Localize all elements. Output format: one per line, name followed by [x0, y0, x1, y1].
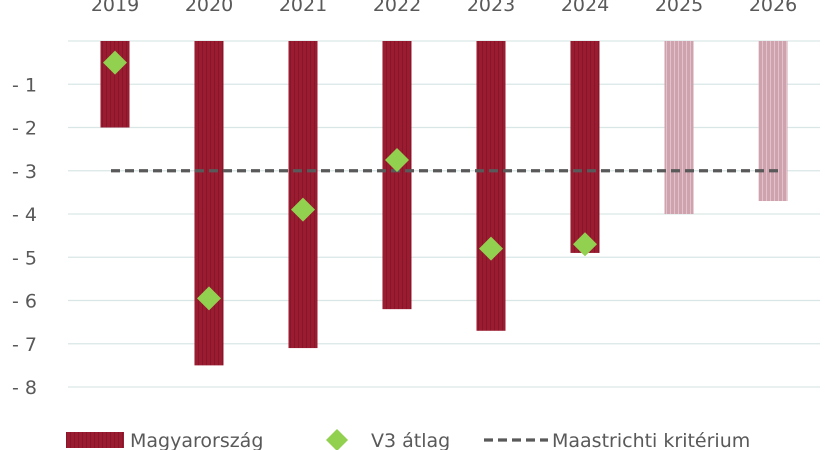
category-label: 2022 — [373, 0, 421, 16]
y-tick-label: - 1 — [12, 74, 37, 96]
y-tick-label: - 6 — [12, 291, 37, 313]
category-label: 2020 — [185, 0, 233, 16]
gridlines — [68, 40, 820, 388]
bar-2022 — [382, 41, 412, 310]
legend-label-line: Maastrichti kritérium — [552, 430, 750, 450]
legend-swatch-bar — [66, 432, 124, 448]
markers — [103, 50, 597, 311]
y-tick-label: - 4 — [12, 204, 37, 226]
category-label: 2024 — [561, 0, 609, 16]
v3-marker-2022 — [385, 147, 409, 172]
v3-marker-2023 — [479, 236, 503, 261]
category-label: 2025 — [655, 0, 703, 16]
y-tick-label: - 5 — [12, 247, 37, 269]
bar-2026 — [758, 41, 788, 202]
category-label: 2021 — [279, 0, 327, 16]
bar-2023 — [476, 41, 506, 331]
category-label: 2023 — [467, 0, 515, 16]
y-tick-label: - 3 — [12, 161, 37, 183]
v3-marker-2019 — [103, 50, 127, 75]
y-tick-label: - 7 — [12, 334, 37, 356]
bars — [100, 41, 788, 366]
v3-marker-2024 — [573, 232, 597, 257]
legend-label-bar: Magyarország — [130, 430, 263, 450]
v3-marker-2020 — [197, 286, 221, 311]
y-tick-label: - 2 — [12, 118, 37, 140]
category-labels: 2019 2020 2021 2022 2023 2024 2025 2026 — [91, 0, 797, 16]
bar-2025 — [664, 41, 694, 214]
category-label: 2026 — [749, 0, 797, 16]
bar-2021 — [288, 41, 318, 349]
bar-2020 — [194, 41, 224, 366]
legend-swatch-marker — [326, 429, 348, 450]
v3-marker-2021 — [291, 197, 315, 222]
bar-2024 — [570, 41, 600, 253]
legend-label-marker: V3 átlag — [371, 430, 450, 450]
category-label: 2019 — [91, 0, 139, 16]
y-tick-label: - 8 — [12, 377, 37, 399]
legend: Magyarország V3 átlag Maastrichti kritériu… — [66, 429, 750, 450]
y-axis-ticks: - 1 - 2 - 3 - 4 - 5 - 6 - 7 - 8 — [12, 74, 37, 399]
